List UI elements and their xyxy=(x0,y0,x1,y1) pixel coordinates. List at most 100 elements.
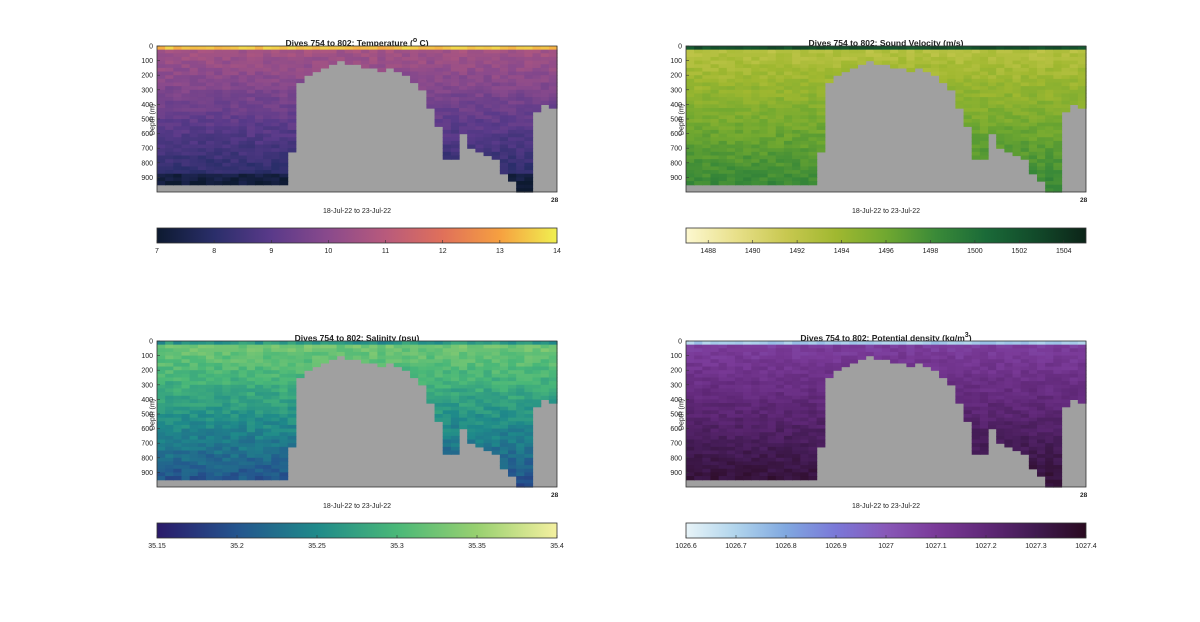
dive-column xyxy=(1077,46,1087,109)
y-tick-label: 500 xyxy=(670,412,682,419)
dive-column xyxy=(873,341,883,360)
y-tick-label: 800 xyxy=(670,455,682,462)
dive-column xyxy=(238,46,248,186)
y-tick-label: 200 xyxy=(141,368,153,375)
dive-column xyxy=(459,341,468,430)
dive-column xyxy=(483,46,493,157)
dive-column xyxy=(718,341,728,481)
dive-column xyxy=(898,341,907,364)
dive-column xyxy=(205,46,215,186)
dive-column xyxy=(930,341,940,371)
dive-column xyxy=(686,46,695,186)
dive-column xyxy=(524,341,534,488)
y-tick-label: 500 xyxy=(141,412,153,419)
dive-column xyxy=(369,341,378,364)
dive-column xyxy=(694,341,703,481)
dive-column xyxy=(849,341,859,364)
y-tick-label: 100 xyxy=(670,353,682,360)
colorbar-tick-label: 35.35 xyxy=(468,543,486,550)
dive-column xyxy=(312,341,321,368)
y-tick-label: 700 xyxy=(670,441,682,448)
heatmap-plot: 0 100 200 300 400 500 600 700 800 900 xyxy=(670,339,1087,488)
dive-column xyxy=(865,341,875,357)
dive-column xyxy=(792,46,801,186)
dive-column xyxy=(532,341,542,408)
y-tick-label: 600 xyxy=(670,131,682,138)
dive-column xyxy=(393,46,403,73)
colorbar-tick-label: 7 xyxy=(155,248,159,255)
dive-column xyxy=(246,341,256,481)
dive-column xyxy=(800,341,810,481)
y-tick-label: 600 xyxy=(141,131,153,138)
dive-column xyxy=(181,46,191,186)
dive-column xyxy=(344,341,354,360)
dive-column xyxy=(369,46,378,69)
y-axis-label: Depth (m) xyxy=(678,103,686,136)
y-tick-label: 700 xyxy=(141,146,153,153)
colorbar-tick-label: 1027.3 xyxy=(1025,543,1047,550)
colorbar-tick-label: 35.2 xyxy=(230,543,244,550)
y-tick-label: 300 xyxy=(141,382,153,389)
dive-column xyxy=(939,46,948,84)
dive-column xyxy=(491,341,501,455)
dive-column xyxy=(393,341,403,368)
dive-column xyxy=(1020,46,1030,160)
x-axis-label: 18-Jul-22 to 23-Jul-22 xyxy=(322,503,392,510)
dive-column xyxy=(434,46,444,127)
dive-column xyxy=(295,341,305,379)
y-tick-label: 900 xyxy=(670,175,682,182)
dive-column xyxy=(197,341,207,481)
y-tick-label: 800 xyxy=(670,160,682,167)
dive-column xyxy=(783,46,793,186)
y-tick-label: 100 xyxy=(141,58,153,65)
dive-column xyxy=(751,46,761,186)
dive-column xyxy=(361,341,370,364)
dive-column xyxy=(832,341,842,371)
dive-column xyxy=(857,46,867,65)
dive-column xyxy=(352,341,362,360)
dive-column xyxy=(401,341,411,371)
dive-column xyxy=(197,46,207,186)
dive-column xyxy=(816,341,826,448)
dive-column xyxy=(1045,46,1054,193)
y-tick-label: 300 xyxy=(670,87,682,94)
dive-column xyxy=(979,46,989,160)
dive-column xyxy=(508,341,517,477)
dive-column xyxy=(508,46,517,182)
dive-column xyxy=(914,46,924,69)
dive-column xyxy=(792,341,801,481)
dive-column xyxy=(303,46,313,76)
dive-column xyxy=(841,46,850,73)
y-tick-label: 500 xyxy=(141,117,153,124)
dive-column xyxy=(734,341,744,481)
y-tick-label: 0 xyxy=(149,44,153,51)
colorbar-tick-label: 35.25 xyxy=(308,543,326,550)
panel-title: Dives 754 to 802: Salinity (psu) xyxy=(294,332,420,343)
dive-column xyxy=(287,46,297,153)
y-tick-label: 100 xyxy=(141,353,153,360)
dive-column xyxy=(222,341,232,481)
y-tick-label: 200 xyxy=(141,73,153,80)
dive-column xyxy=(483,341,493,452)
dive-column xyxy=(1004,46,1014,153)
dive-column xyxy=(808,46,818,186)
dive-column xyxy=(881,46,891,65)
dive-column xyxy=(775,46,785,186)
dive-column xyxy=(767,46,777,186)
dive-column xyxy=(271,46,281,186)
dive-column xyxy=(254,46,264,186)
dive-column xyxy=(516,341,525,488)
dive-column xyxy=(1061,341,1071,408)
dive-column xyxy=(857,341,867,360)
dive-column xyxy=(263,341,272,481)
dive-column xyxy=(841,341,850,368)
y-tick-label: 900 xyxy=(670,470,682,477)
dive-column xyxy=(426,341,436,404)
dive-column xyxy=(832,46,842,76)
temperature-panel: Dives 754 to 802: Temperature (o C) 0 100… xyxy=(141,36,577,276)
colorbar-gradient xyxy=(156,227,558,244)
dive-column xyxy=(450,341,460,455)
dive-column xyxy=(214,341,223,481)
dive-column xyxy=(499,341,509,470)
dive-column xyxy=(418,341,427,386)
